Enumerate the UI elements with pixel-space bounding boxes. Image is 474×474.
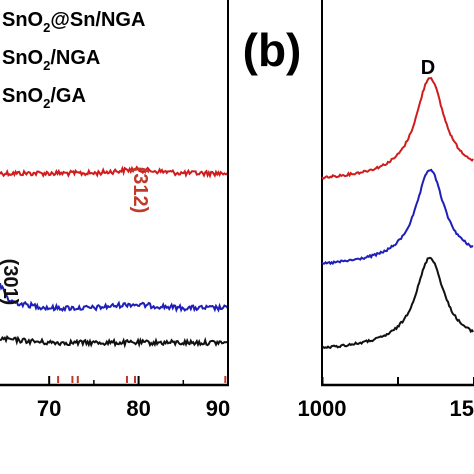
legend: SnO2@Sn/NGA SnO2/NGA SnO2/GA [2,9,145,111]
panel-label: (b) [243,24,302,76]
series-line-1 [0,165,229,179]
legend-entry: SnO2/GA [2,85,86,111]
series-line-2 [0,282,229,314]
reference-ticks [57,376,227,383]
peak-label-312: (312) [129,167,151,214]
panel-b-series-line-3 [321,256,474,350]
x-tick-label: 70 [37,396,61,421]
panel-b-x-tick-label: 1000 [298,396,347,421]
legend-entry: SnO2/NGA [2,47,100,73]
peak-label-301: (301) [0,259,21,306]
panel-b-series-line-1 [321,77,474,180]
panel-b-curves [321,77,474,350]
x-tick-label: 80 [126,396,150,421]
legend-entry: SnO2@Sn/NGA [2,9,145,35]
peak-label-D: D [421,57,435,79]
panel-a-annotations: (312) (301) [0,167,151,306]
panel-b-annotations: D [421,57,435,79]
panel-b: (b) D 1000 15 [243,0,474,421]
panel-a-curves [0,165,229,349]
panel-b-x-tick-label: 15 [450,396,474,421]
panel-b-series-line-2 [321,168,474,266]
series-line-3 [0,334,229,349]
panel-a-x-ticks: 70 80 90 [37,376,230,421]
panel-b-x-ticks: 1000 15 [298,377,474,421]
x-tick-label: 90 [206,396,230,421]
